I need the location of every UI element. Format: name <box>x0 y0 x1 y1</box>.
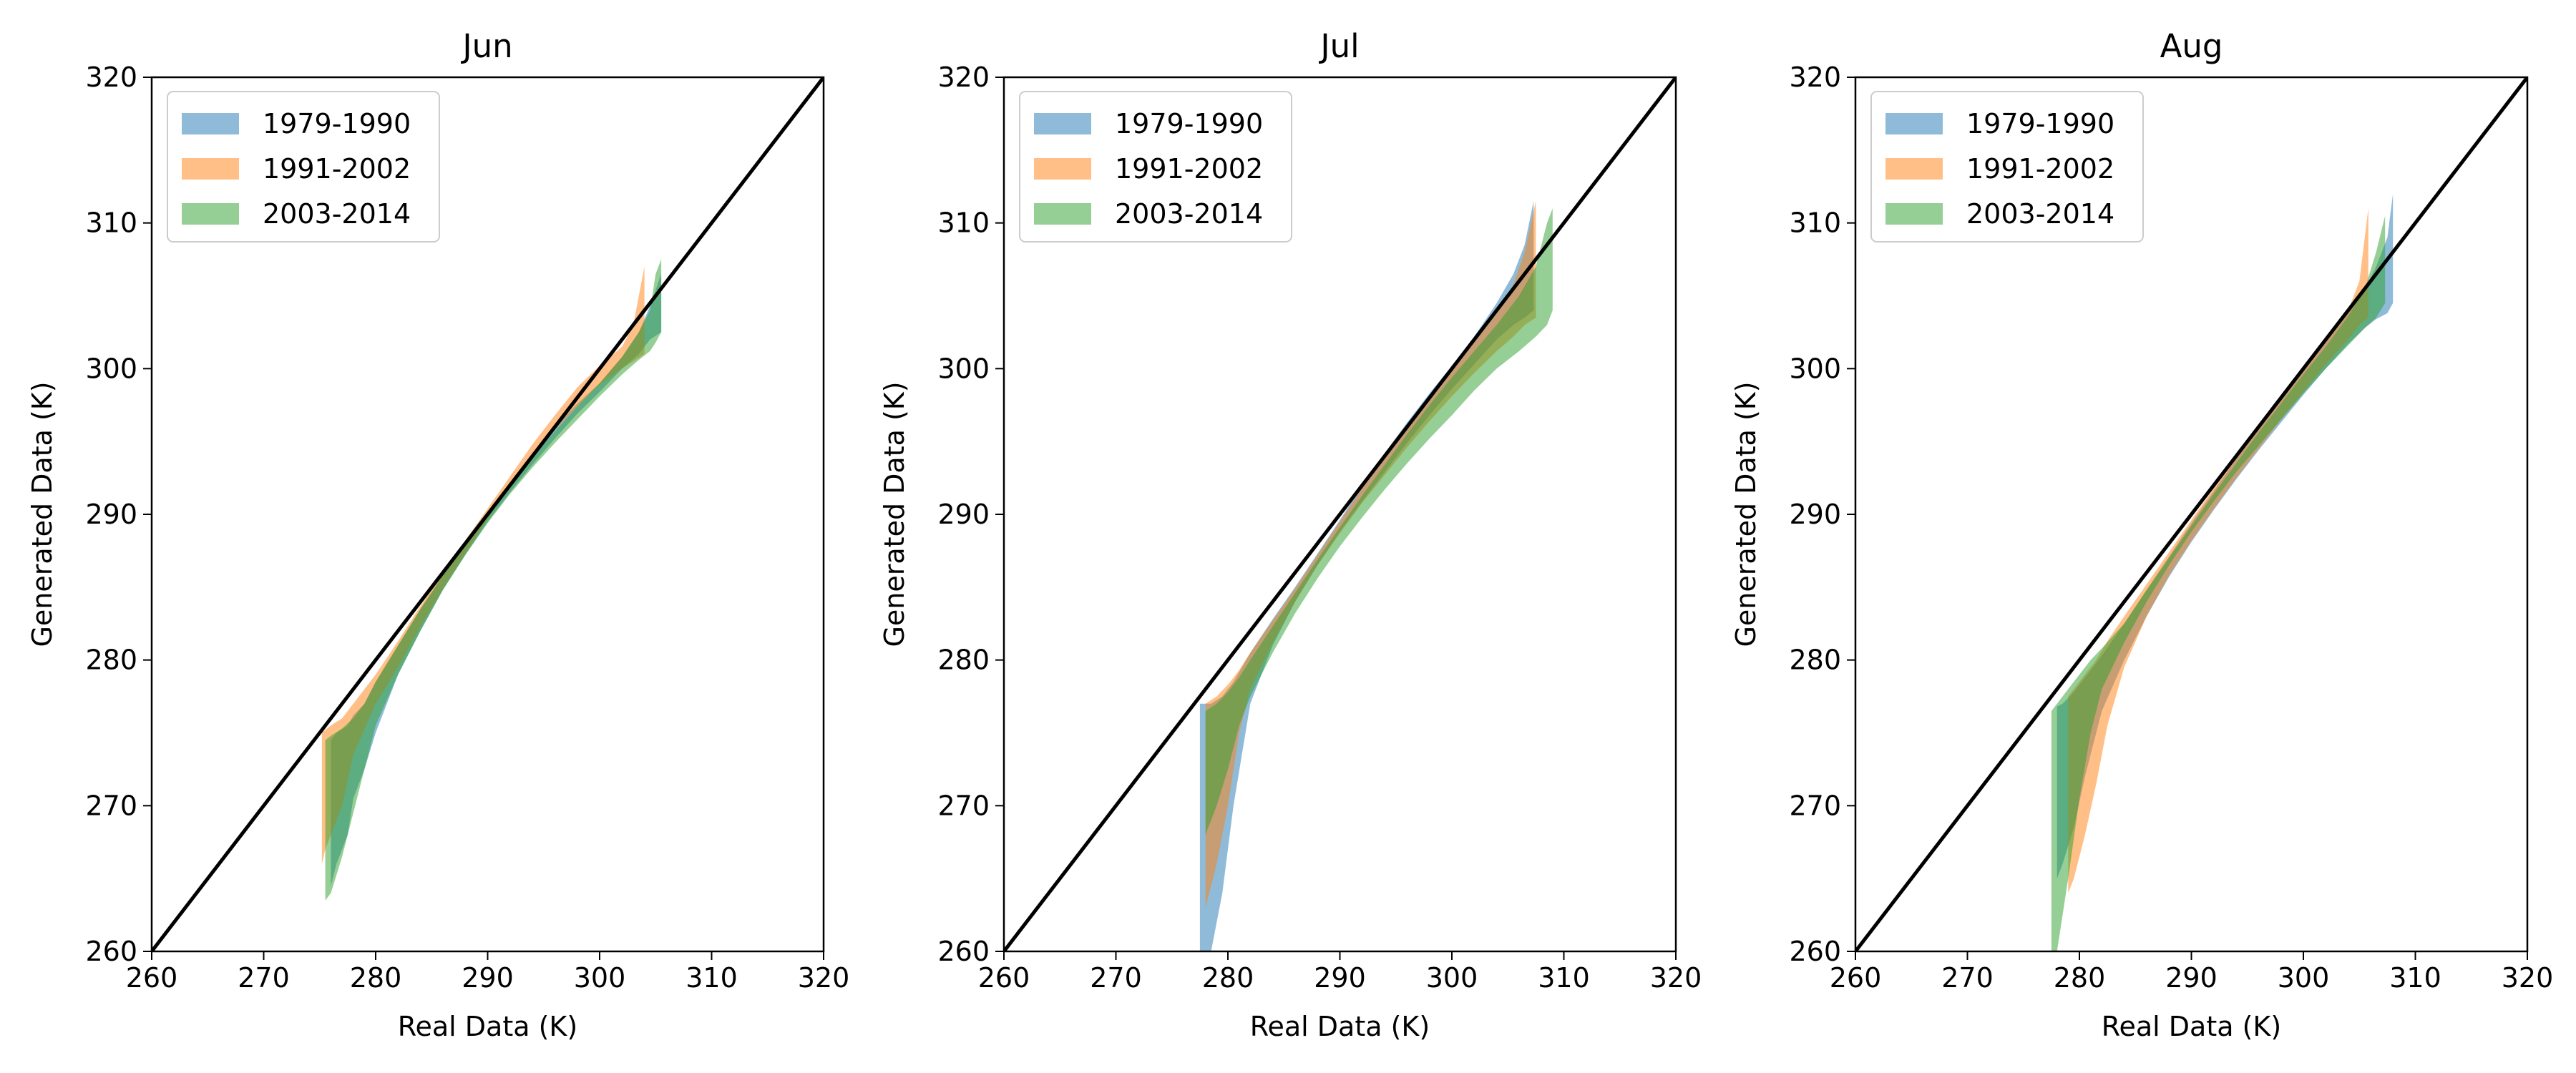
y-tick-label: 310 <box>85 207 137 239</box>
y-tick-label: 290 <box>1789 499 1841 530</box>
x-tick-label: 320 <box>1650 962 1702 994</box>
y-tick-label: 280 <box>937 645 990 676</box>
y-tick-label: 280 <box>1789 645 1841 676</box>
x-tick-label: 300 <box>1426 962 1478 994</box>
legend-swatch <box>1034 158 1091 180</box>
x-tick-label: 310 <box>2389 962 2441 994</box>
y-tick-label: 320 <box>937 62 990 93</box>
legend-label: 2003-2014 <box>1966 198 2114 230</box>
x-tick-label: 260 <box>126 962 178 994</box>
x-tick-label: 310 <box>1538 962 1590 994</box>
y-tick-label: 300 <box>85 353 137 384</box>
x-tick-label: 300 <box>574 962 626 994</box>
y-axis-label: Generated Data (K) <box>26 381 58 647</box>
x-axis-label: Real Data (K) <box>2102 1011 2281 1042</box>
y-tick-label: 280 <box>85 645 137 676</box>
y-tick-label: 310 <box>937 207 990 239</box>
x-tick-label: 300 <box>2278 962 2330 994</box>
x-tick-label: 260 <box>1830 962 1882 994</box>
x-tick-label: 280 <box>1202 962 1254 994</box>
y-tick-label: 300 <box>1789 353 1841 384</box>
legend: 1979-1990 1991-2002 2003-2014 <box>167 91 440 242</box>
x-tick-label: 270 <box>1090 962 1142 994</box>
identity-line <box>1855 77 2527 951</box>
identity-line <box>1004 77 1676 951</box>
legend-swatch <box>1885 113 1943 134</box>
x-tick-label: 320 <box>798 962 850 994</box>
y-tick-label: 270 <box>1789 790 1841 821</box>
band-2003-2014 <box>1205 208 1553 836</box>
y-tick-label: 300 <box>937 353 990 384</box>
chart-title: Aug <box>2160 27 2223 65</box>
y-tick-label: 270 <box>85 790 137 821</box>
x-tick-label: 310 <box>686 962 738 994</box>
y-tick-label: 260 <box>937 936 990 967</box>
legend-swatch <box>1034 203 1091 225</box>
x-tick-label: 280 <box>2054 962 2106 994</box>
plot-area <box>1004 77 1676 951</box>
x-tick-label: 290 <box>1314 962 1366 994</box>
chart-title: Jul <box>1318 27 1359 65</box>
plot-area <box>152 77 824 951</box>
y-tick-label: 320 <box>1789 62 1841 93</box>
legend: 1979-1990 1991-2002 2003-2014 <box>1019 91 1292 242</box>
legend-label: 2003-2014 <box>1115 198 1263 230</box>
y-tick-label: 260 <box>1789 936 1841 967</box>
y-axis-label: Generated Data (K) <box>879 381 910 647</box>
legend-label: 1991-2002 <box>263 153 411 185</box>
x-tick-label: 280 <box>350 962 402 994</box>
legend-swatch <box>1885 203 1943 225</box>
x-tick-label: 290 <box>462 962 514 994</box>
subplot-jun: 260 270 280 290 300 310 320 260 270 280 290 300 310 3… <box>26 27 849 1042</box>
legend-label: 1979-1990 <box>1966 108 2114 139</box>
legend: 1979-1990 1991-2002 2003-2014 <box>1870 91 2144 242</box>
legend-swatch <box>1034 113 1091 134</box>
subplot-jul: 260 270 280 290 300 310 320 260 270 280 290 300 310 3… <box>879 27 1702 1042</box>
y-tick-label: 310 <box>1789 207 1841 239</box>
legend-label: 1979-1990 <box>263 108 411 139</box>
legend-label: 2003-2014 <box>263 198 411 230</box>
y-tick-label: 290 <box>937 499 990 530</box>
x-tick-label: 270 <box>238 962 290 994</box>
chart-title: Jun <box>460 27 512 65</box>
x-tick-label: 290 <box>2165 962 2218 994</box>
x-axis-label: Real Data (K) <box>398 1011 577 1042</box>
y-tick-label: 270 <box>937 790 990 821</box>
legend-label: 1991-2002 <box>1115 153 1263 185</box>
y-tick-label: 320 <box>85 62 137 93</box>
x-tick-label: 270 <box>1941 962 1994 994</box>
legend-label: 1991-2002 <box>1966 153 2114 185</box>
legend-swatch <box>1885 158 1943 180</box>
y-tick-label: 260 <box>85 936 137 967</box>
x-tick-label: 260 <box>978 962 1030 994</box>
legend-swatch <box>182 113 239 134</box>
subplot-aug: 260 270 280 290 300 310 320 260 270 280 290 300 310 3… <box>1730 27 2553 1042</box>
x-tick-label: 320 <box>2502 962 2554 994</box>
legend-label: 1979-1990 <box>1115 108 1263 139</box>
x-axis-label: Real Data (K) <box>1250 1011 1430 1042</box>
y-axis-label: Generated Data (K) <box>1730 381 1762 647</box>
legend-swatch <box>182 203 239 225</box>
identity-line <box>152 77 824 951</box>
legend-swatch <box>182 158 239 180</box>
y-tick-label: 290 <box>85 499 137 530</box>
plot-area <box>1855 77 2527 951</box>
